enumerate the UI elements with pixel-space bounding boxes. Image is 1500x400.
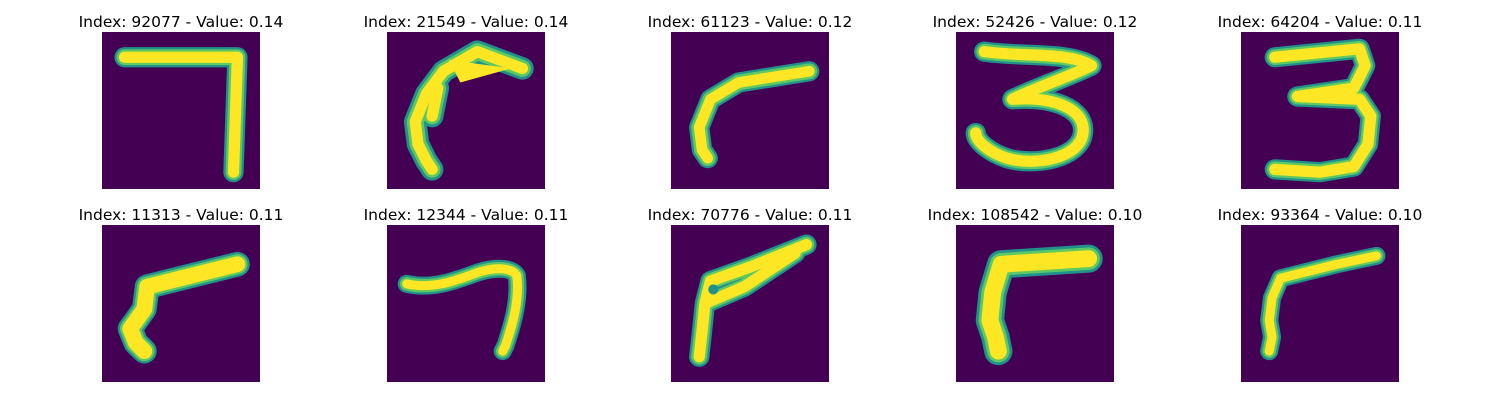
panel-title: Index: 64204 - Value: 0.11 [1217, 13, 1423, 31]
panel-5: Index: 64204 - Value: 0.11 [1218, 12, 1422, 189]
digit-image [102, 225, 260, 382]
panel-2: Index: 21549 - Value: 0.14 [364, 12, 568, 189]
panel-6: Index: 11313 - Value: 0.11 [79, 205, 283, 382]
panel-7: Index: 12344 - Value: 0.11 [364, 205, 568, 382]
panel-title: Index: 92077 - Value: 0.14 [78, 13, 284, 31]
digit-seven-glyph [114, 47, 248, 183]
panel-4: Index: 52426 - Value: 0.12 [933, 12, 1137, 189]
panel-9: Index: 108542 - Value: 0.10 [928, 205, 1142, 382]
panel-1: Index: 92077 - Value: 0.14 [79, 12, 283, 189]
digit-image [387, 225, 545, 382]
digit-image [956, 225, 1114, 382]
panel-title: Index: 11313 - Value: 0.11 [78, 206, 284, 224]
digit-seven-glyph [689, 234, 817, 367]
digit-image [671, 32, 829, 189]
digit-seven-glyph [689, 61, 820, 169]
panel-title: Index: 61123 - Value: 0.12 [647, 13, 853, 31]
digit-image [1241, 225, 1399, 382]
panel-8: Index: 70776 - Value: 0.11 [648, 205, 852, 382]
panel-title: Index: 12344 - Value: 0.11 [363, 206, 569, 224]
panel-title: Index: 93364 - Value: 0.10 [1217, 206, 1423, 224]
panel-10: Index: 93364 - Value: 0.10 [1218, 205, 1422, 382]
digit-three-glyph [1264, 38, 1381, 183]
digit-seven-glyph [1260, 246, 1386, 361]
digit-image [956, 32, 1114, 189]
panel-3: Index: 61123 - Value: 0.12 [648, 12, 852, 189]
digit-image [671, 225, 829, 382]
panel-title: Index: 70776 - Value: 0.11 [647, 206, 853, 224]
digit-image [102, 32, 260, 189]
digit-seven-glyph [975, 244, 1103, 366]
digit-seven-glyph [117, 251, 250, 364]
panel-title: Index: 21549 - Value: 0.14 [363, 13, 569, 31]
panel-title: Index: 52426 - Value: 0.12 [932, 13, 1138, 31]
digit-seven-glyph [397, 259, 527, 361]
digit-image [1241, 32, 1399, 189]
digit-seven-glyph [403, 40, 534, 181]
digit-three-glyph [965, 41, 1102, 172]
panel-title: Index: 108542 - Value: 0.10 [927, 206, 1143, 224]
digit-image [387, 32, 545, 189]
